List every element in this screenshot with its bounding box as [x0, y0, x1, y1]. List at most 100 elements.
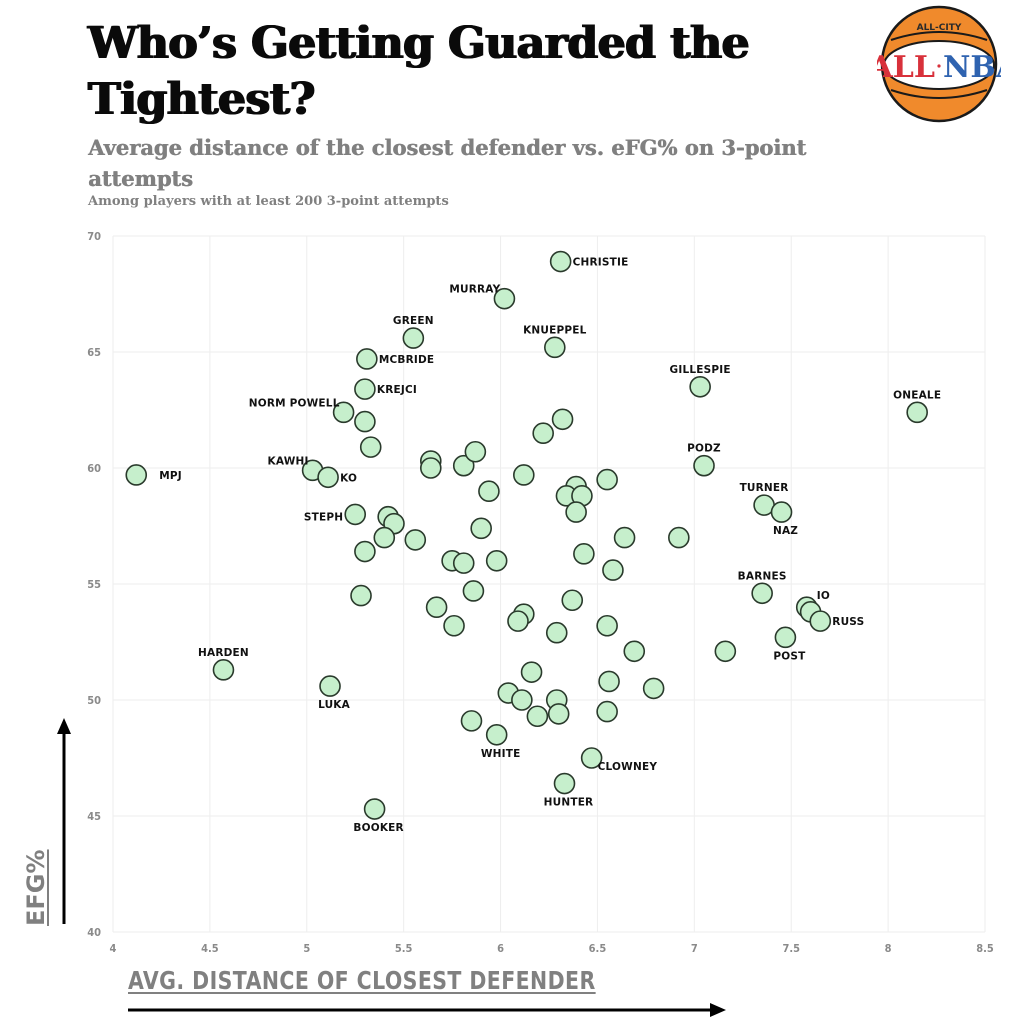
logo-right-text: NBA	[943, 50, 1001, 85]
data-point-oneale	[906, 401, 928, 424]
x-axis-arrow-icon	[128, 1003, 726, 1017]
y-tick-label: 65	[87, 346, 101, 359]
data-point	[596, 614, 618, 637]
data-point-booker	[363, 798, 386, 820]
data-point-steph	[344, 503, 367, 526]
data-point-podz	[693, 454, 715, 477]
y-tick-label: 55	[87, 578, 101, 591]
data-point	[561, 589, 584, 612]
data-point	[613, 526, 636, 549]
point-labels: CHRISTIE MURRAY GREEN KNUEPPEL MCBRIDE KREJCI…	[159, 257, 941, 835]
data-point-russ	[809, 610, 832, 632]
logo-left-text: ALL	[877, 50, 935, 85]
data-point-ko	[317, 466, 339, 489]
data-point	[462, 580, 485, 602]
data-point	[598, 670, 620, 693]
point-label: NORM POWELL	[249, 397, 340, 409]
data-point-krejci	[354, 378, 376, 400]
data-point	[623, 640, 646, 663]
data-point	[404, 529, 427, 551]
data-point	[642, 677, 665, 700]
point-label: GREEN	[393, 315, 434, 327]
point-label: TURNER	[740, 482, 789, 494]
data-point	[545, 621, 568, 644]
chart-subtitle: Average distance of the closest defender…	[88, 135, 807, 191]
point-label: NAZ	[773, 525, 798, 537]
data-point-green	[402, 327, 425, 349]
point-label: ONEALE	[893, 389, 941, 401]
data-point	[373, 526, 396, 549]
point-label: IO	[817, 590, 830, 602]
x-tick-label: 7	[691, 942, 698, 955]
x-tick-label: 4	[110, 942, 117, 955]
data-point	[573, 543, 595, 565]
data-point-mpj	[125, 464, 148, 486]
data-point	[452, 552, 475, 574]
point-label: RUSS	[832, 616, 864, 628]
point-label: HARDEN	[198, 647, 249, 659]
data-point	[470, 517, 492, 540]
point-label: MURRAY	[449, 284, 500, 296]
data-point	[602, 559, 624, 581]
point-label: WHITE	[481, 748, 521, 760]
x-tick-label: 8.5	[976, 942, 994, 955]
data-point-knueppel	[544, 336, 566, 359]
data-point	[507, 610, 529, 632]
data-point-norm-powell	[332, 401, 355, 424]
data-point	[551, 408, 574, 431]
data-point	[359, 436, 382, 458]
data-point-clowney	[580, 747, 603, 769]
data-point-christie	[549, 250, 572, 273]
point-label: KREJCI	[377, 384, 417, 396]
point-label: BOOKER	[353, 822, 403, 834]
data-point	[596, 700, 618, 723]
chart-title: Who’s Getting Guarded the Tightest?	[88, 18, 750, 125]
data-point-barnes	[751, 582, 773, 605]
x-axis-label: AVG. DISTANCE OF CLOSEST DEFENDER	[128, 966, 596, 995]
y-tick-label: 70	[87, 230, 101, 243]
data-point-murray	[493, 287, 516, 310]
grid-lines	[112, 235, 986, 933]
point-label: CLOWNEY	[598, 761, 658, 773]
data-point	[513, 464, 535, 486]
data-point	[460, 710, 483, 732]
point-label: KAWHI	[268, 455, 309, 467]
data-point	[565, 501, 587, 523]
data-point	[350, 584, 372, 607]
point-label: BARNES	[738, 570, 787, 582]
point-label: STEPH	[304, 511, 343, 523]
data-point	[526, 705, 549, 728]
x-tick-label: 8	[885, 942, 892, 955]
data-point-gillespie	[689, 375, 711, 398]
point-label: KNUEPPEL	[523, 324, 587, 336]
data-points	[125, 250, 928, 820]
y-tick-label: 45	[87, 810, 101, 823]
data-point	[425, 596, 448, 619]
data-point	[354, 410, 376, 433]
data-point	[520, 661, 543, 683]
point-label: HUNTER	[544, 797, 594, 809]
point-label: MPJ	[159, 470, 182, 482]
y-axis-label: EFG%	[22, 849, 50, 926]
data-point	[478, 480, 500, 503]
data-point-hunter	[553, 772, 576, 795]
data-point	[464, 440, 487, 463]
point-label: POST	[773, 650, 806, 662]
y-axis-ticks: 40 45 50 55 60 65 70	[87, 230, 101, 939]
point-label: LUKA	[318, 699, 351, 711]
data-point	[354, 540, 376, 563]
data-point	[511, 689, 533, 711]
data-point	[485, 549, 508, 572]
y-tick-label: 60	[87, 462, 101, 475]
data-point-naz	[770, 501, 793, 523]
point-label: KO	[340, 472, 357, 484]
x-tick-label: 5.5	[395, 942, 413, 955]
data-point	[547, 703, 570, 725]
point-label: MCBRIDE	[379, 354, 434, 366]
all-city-all-nba-logo: ALL-CITY ALL NBA	[877, 5, 1001, 123]
data-point	[452, 454, 475, 477]
data-point-luka	[319, 675, 341, 697]
data-point	[443, 614, 465, 637]
data-point	[596, 468, 618, 491]
